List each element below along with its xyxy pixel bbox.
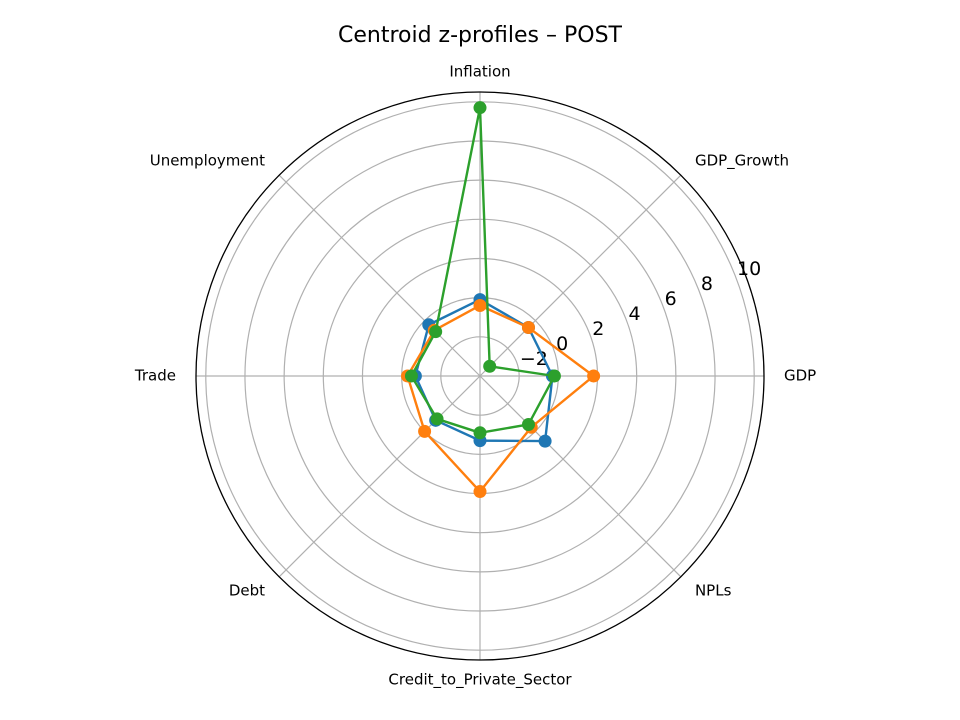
r-tick-label: 6 xyxy=(665,288,677,310)
series-line xyxy=(410,106,556,434)
data-point-gdp-growth xyxy=(483,359,497,373)
data-point-trade xyxy=(404,369,418,383)
category-label-credit-to-private-sector: Credit_to_Private_Sector xyxy=(388,671,572,690)
series-3 xyxy=(404,101,561,440)
category-label-unemployment: Unemployment xyxy=(150,152,265,170)
r-tick-label: 8 xyxy=(701,273,713,295)
category-label-npls: NPLs xyxy=(695,581,732,599)
category-label-debt: Debt xyxy=(229,581,265,599)
category-label-inflation: Inflation xyxy=(449,63,510,81)
data-point-debt xyxy=(418,424,432,438)
spoke-line xyxy=(278,375,481,578)
data-point-debt xyxy=(430,412,444,426)
series-layer xyxy=(401,101,601,499)
category-label-gdp: GDP xyxy=(784,367,816,385)
spoke-line xyxy=(479,174,682,377)
chart-title: Centroid z-profiles – POST xyxy=(338,23,623,48)
polar-frame xyxy=(195,91,765,661)
r-tick-label: 2 xyxy=(592,318,604,340)
data-point-npls xyxy=(538,434,552,448)
data-point-credit-to-private-sector xyxy=(473,426,487,440)
data-point-gdp-growth xyxy=(521,321,535,335)
category-labels: GDP GDP_Growth Inflation Unemployment Trade D… xyxy=(134,63,816,690)
data-point-gdp xyxy=(587,369,601,383)
r-tick-label: 4 xyxy=(628,303,640,325)
spoke-line xyxy=(479,375,682,578)
data-point-unemployment xyxy=(429,325,443,339)
data-point-npls xyxy=(521,417,535,431)
data-point-credit-to-private-sector xyxy=(473,485,487,499)
category-label-gdp-growth: GDP_Growth xyxy=(695,152,789,171)
data-point-gdp xyxy=(547,369,561,383)
data-point-inflation xyxy=(473,101,487,115)
spoke-line xyxy=(278,174,481,377)
polar-grid xyxy=(195,91,765,661)
data-point-inflation xyxy=(473,298,487,312)
r-tick-label: 10 xyxy=(737,258,761,280)
category-label-trade: Trade xyxy=(134,367,176,385)
